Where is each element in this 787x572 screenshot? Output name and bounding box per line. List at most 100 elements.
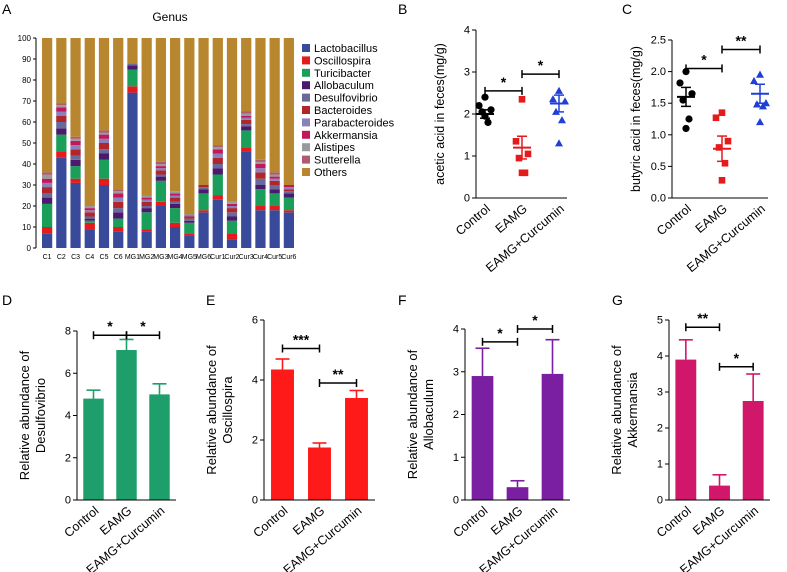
legend-label: Alistipes (314, 142, 355, 154)
legend-label: Sutterella (314, 155, 361, 167)
bar-segment-sutterella (56, 103, 67, 106)
bar-segment-parabacteroides (41, 182, 53, 188)
bar-segment-bacteroides (241, 119, 252, 125)
bar-segment-alistipes (84, 206, 95, 209)
bar-segment-akkermansia (41, 178, 53, 183)
bars-G (675, 338, 764, 500)
bar-segment-others (113, 38, 124, 190)
legend: LactobacillusOscillospiraTuricibacterAll… (302, 43, 395, 179)
y-axis-E: 0 2 4 6 Relative abundance of Oscillospira (204, 315, 265, 507)
bar-segment-oscillospira (255, 206, 266, 211)
bar-segment-allobaculum (212, 168, 223, 175)
significance-D: * * (92, 318, 161, 340)
bar-segment-others (70, 38, 81, 137)
bar-segment-turicibacter (113, 218, 124, 227)
bar-segment-parabacteroides (56, 111, 67, 116)
data-point (715, 144, 723, 151)
x-tick-label: C6 (114, 254, 123, 261)
bar-segment-bacteroides (155, 170, 167, 175)
bar-segment-lactobacillus (98, 185, 110, 248)
significance-F: ** (481, 312, 554, 346)
bar-segment-bacteroides (212, 157, 223, 164)
bar-segment-akkermansia (98, 134, 110, 139)
bar-segment-allobaculum (127, 65, 138, 70)
bar-segment-oscillospira (41, 227, 53, 234)
bar-segment-akkermansia (255, 164, 266, 169)
data-point (756, 117, 764, 126)
bar-segment-desulfovibrio (169, 201, 181, 204)
bar-segment-others (226, 38, 238, 202)
y-tick-label: 2 (657, 423, 663, 435)
bar-segment-bacteroides (113, 201, 124, 209)
bar-segment-oscillospira (283, 210, 295, 213)
bar-segment-oscillospira (226, 233, 238, 240)
bar-segment-others (141, 38, 152, 196)
bar-segment-parabacteroides (212, 153, 223, 158)
bar-segment-bacteroides (226, 208, 238, 213)
y-tick-label: 60 (22, 118, 31, 127)
bar-segment-oscillospira (70, 178, 81, 183)
bar-segment-desulfovibrio (127, 63, 138, 66)
bars-F (471, 338, 564, 500)
data-point (481, 93, 489, 101)
bar-segment-turicibacter (155, 180, 167, 202)
legend-swatch (302, 81, 310, 90)
x-tick-label: C5 (100, 254, 109, 261)
bar-segment-lactobacillus (241, 151, 252, 248)
bar-segment-allobaculum (113, 212, 124, 219)
bar-segment-akkermansia (241, 115, 252, 118)
bar-segment-sutterella (212, 145, 223, 148)
significance-B: ** (484, 57, 560, 95)
bar-segment-lactobacillus (84, 229, 95, 248)
bar (742, 401, 764, 500)
x-tick-label: Cur4 (253, 254, 268, 261)
data-point (549, 95, 557, 103)
legend-swatch (302, 93, 310, 102)
bar-segment-lactobacillus (226, 239, 238, 248)
sig-label: ** (697, 310, 708, 326)
bar-segment-desulfovibrio (84, 216, 95, 219)
data-point (718, 177, 726, 184)
bar-segment-turicibacter (70, 166, 81, 179)
legend-swatch (302, 168, 310, 176)
legend-label: Lactobacillus (314, 43, 378, 55)
bar-segment-desulfovibrio (241, 124, 252, 127)
scatter-points-C (676, 68, 770, 184)
y-tick-label: 2 (453, 409, 459, 421)
bar-segment-allobaculum (241, 126, 252, 131)
data-point (688, 90, 696, 98)
bar-segment-akkermansia (141, 197, 152, 200)
y-axis-C: 0.0 0.5 1.0 1.5 2.0 2.5 butyric acid in feces(… (629, 35, 673, 205)
bar (149, 394, 170, 500)
data-point (512, 138, 520, 145)
y-tick-label: 100 (18, 34, 32, 43)
sig-label: * (140, 318, 146, 334)
bar-segment-turicibacter (41, 203, 53, 227)
y-tick-label: 90 (22, 55, 31, 64)
bar-segment-allobaculum (155, 176, 167, 181)
significance-E: ***** (281, 332, 358, 387)
x-tick-label: MG3 (153, 254, 168, 261)
data-point (524, 150, 532, 158)
data-point (682, 124, 690, 133)
bar-segment-lactobacillus (255, 210, 266, 248)
y-tick-label: 20 (22, 202, 31, 211)
y-axis-label-line2: Oscillospira (220, 376, 235, 444)
panel-letter-F: F (398, 292, 407, 308)
bar-segment-parabacteroides (70, 145, 81, 150)
bar-segment-bacteroides (169, 197, 181, 202)
y-tick-label: 30 (22, 181, 31, 190)
y-tick-label: 2.5 (651, 35, 666, 47)
y-tick-label: 2.0 (651, 66, 666, 78)
x-tick-label: C2 (57, 254, 66, 261)
bar-segment-akkermansia (212, 149, 223, 154)
x-tick-label: MG2 (139, 254, 154, 261)
bar-segment-allobaculum (41, 197, 53, 204)
bar-segment-lactobacillus (141, 231, 152, 248)
bar-segment-oscillospira (98, 178, 110, 185)
bar-segment-turicibacter (169, 208, 181, 223)
scatter-points-B (475, 86, 569, 177)
panel-letter-A: A (2, 1, 12, 17)
